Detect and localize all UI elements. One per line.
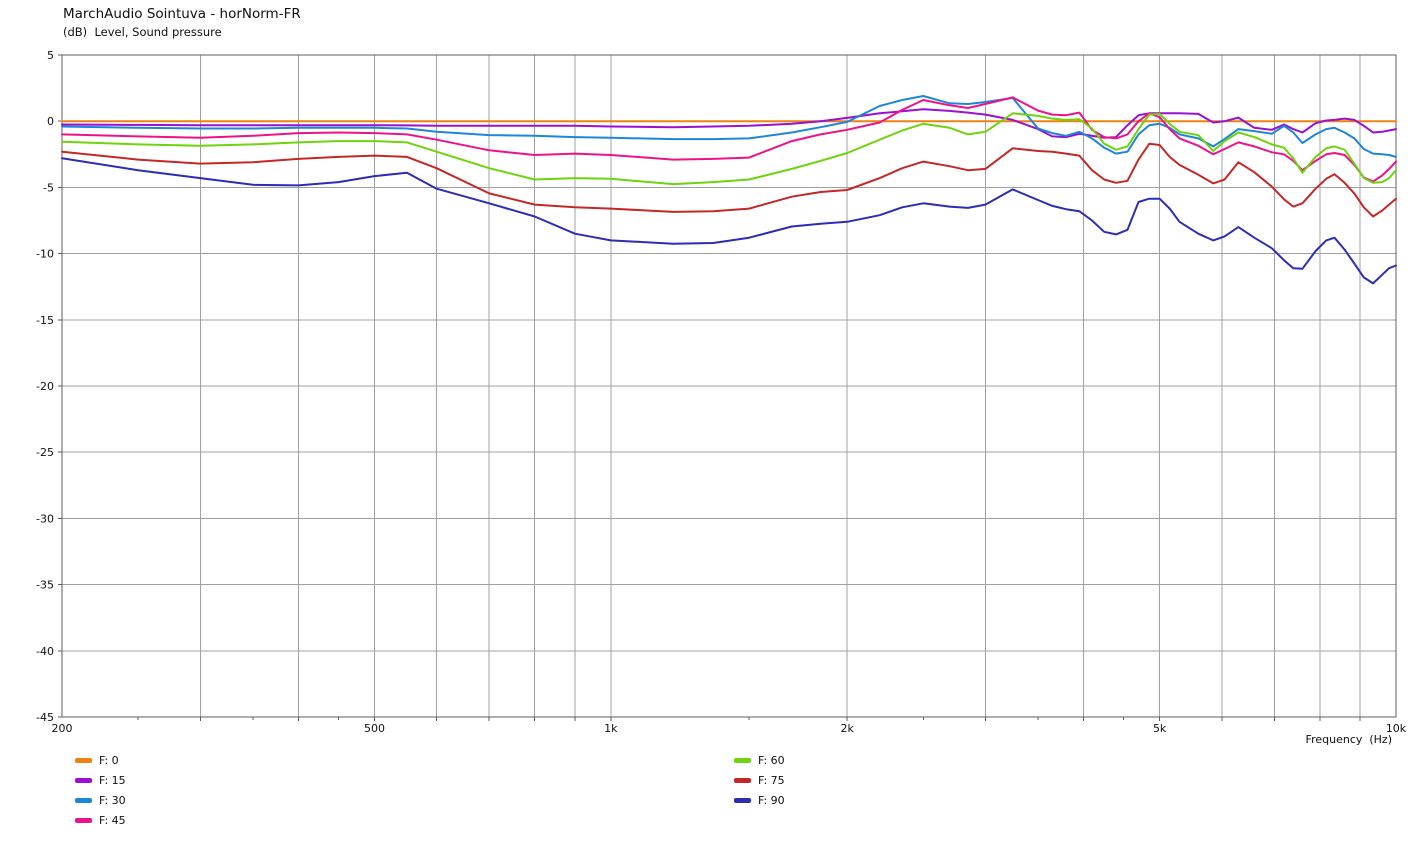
legend-color-swatch: [75, 777, 92, 783]
legend-color-swatch: [75, 817, 92, 823]
legend-item-f-0[interactable]: F: 0: [75, 753, 119, 767]
y-tick-label: -45: [36, 711, 54, 724]
legend-color-swatch: [734, 757, 751, 763]
page-title: MarchAudio Sointuva - horNorm-FR: [63, 6, 301, 22]
y-tick-label: 5: [47, 49, 54, 62]
curve-f-90: [61, 157, 1397, 285]
legend-label: F: 90: [758, 793, 785, 807]
legend-item-f-45[interactable]: F: 45: [75, 813, 126, 827]
x-tick-label: 500: [364, 722, 385, 735]
legend-item-f-90[interactable]: F: 90: [734, 793, 785, 807]
legend-label: F: 45: [99, 813, 126, 827]
y-tick-label: -35: [36, 579, 54, 592]
x-tick-label: 10k: [1386, 722, 1407, 735]
curve-f-30: [61, 95, 1397, 158]
y-tick-label: -25: [36, 446, 54, 459]
legend-label: F: 15: [99, 773, 126, 787]
y-tick-label: -40: [36, 645, 54, 658]
legend-color-swatch: [734, 797, 751, 803]
legend-color-swatch: [75, 757, 92, 763]
y-tick-label: -20: [36, 380, 54, 393]
legend-label: F: 75: [758, 773, 785, 787]
x-tick-label: 1k: [604, 722, 618, 735]
x-axis-label: Frequency (Hz): [1305, 733, 1392, 746]
legend-color-swatch: [75, 797, 92, 803]
curve-f-15: [61, 108, 1397, 139]
x-tick-label: 5k: [1153, 722, 1167, 735]
legend-item-f-60[interactable]: F: 60: [734, 753, 785, 767]
curve-f-60: [61, 112, 1397, 186]
plot-frame: [61, 54, 1397, 718]
y-tick-label: -15: [36, 314, 54, 327]
x-tick-label: 2k: [840, 722, 854, 735]
y-tick-label: -5: [43, 181, 54, 194]
legend-item-f-30[interactable]: F: 30: [75, 793, 126, 807]
chart-subtitle: (dB) Level, Sound pressure: [63, 25, 222, 39]
curve-f-75: [61, 142, 1397, 218]
x-tick-label: 200: [52, 722, 73, 735]
legend-item-f-15[interactable]: F: 15: [75, 773, 126, 787]
legend-item-f-75[interactable]: F: 75: [734, 773, 785, 787]
legend-label: F: 0: [99, 753, 119, 767]
y-tick-label: -30: [36, 512, 54, 525]
y-tick-label: -10: [36, 248, 54, 261]
legend-label: F: 60: [758, 753, 785, 767]
legend-label: F: 30: [99, 793, 126, 807]
y-tick-label: 0: [47, 115, 54, 128]
legend-color-swatch: [734, 777, 751, 783]
